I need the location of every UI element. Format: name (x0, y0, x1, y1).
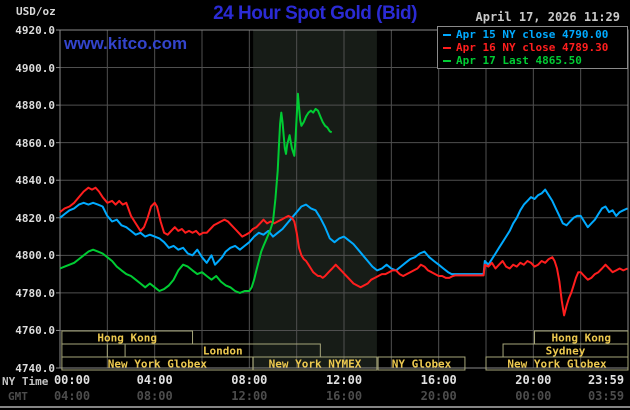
x-axis-label-gmt: 04:00 (53, 389, 91, 403)
gmt-axis-label: GMT (8, 390, 28, 403)
x-axis-label-ny: 23:59 (587, 373, 625, 387)
session-label: New York Globex (507, 358, 607, 371)
legend-dash-icon (443, 33, 451, 36)
ny-time-axis-label: NY Time (2, 375, 49, 388)
legend-row: Apr 15 NY close 4790.00 (443, 28, 627, 41)
x-axis-label-gmt: 00:00 (515, 389, 552, 403)
x-axis-label-gmt: 12:00 (231, 389, 268, 403)
session-box (377, 356, 466, 371)
session-box (485, 356, 629, 371)
legend: Apr 15 NY close 4790.00 Apr 16 NY close 4… (437, 26, 628, 69)
chart-title: 24 Hour Spot Gold (Bid) (213, 3, 417, 24)
session-label: New York Globex (108, 358, 208, 371)
nymex-session-highlight-band (253, 30, 377, 368)
x-axis-label-gmt: 08:00 (136, 389, 173, 403)
chart-datetime: April 17, 2026 11:29 (475, 10, 621, 24)
session-box (252, 356, 378, 371)
y-axis-label: 4860.0 (15, 136, 55, 150)
session-label: NY Globex (392, 358, 452, 371)
price-line-apr15 (59, 188, 628, 276)
legend-dash-icon (443, 59, 451, 62)
x-axis-label-gmt: 16:00 (325, 389, 363, 403)
session-label: Hong Kong (551, 332, 611, 345)
y-axis-label: 4800.0 (15, 249, 55, 263)
y-axis-label: 4880.0 (15, 99, 55, 113)
y-axis-label: 4920.0 (15, 24, 55, 37)
legend-text: Apr 17 Last 4865.50 (456, 54, 582, 67)
legend-dash-icon (443, 46, 451, 49)
y-axis-label: 4760.0 (15, 324, 55, 338)
legend-text: Apr 16 NY close 4789.30 (456, 41, 609, 54)
legend-row: Apr 16 NY close 4789.30 (443, 41, 627, 54)
x-axis-label-ny: 00:00 (53, 373, 91, 387)
session-label: Hong Kong (97, 332, 157, 345)
x-axis-label-ny: 04:00 (136, 373, 173, 387)
y-axis-label: 4820.0 (15, 211, 55, 225)
price-line-apr16 (59, 186, 628, 317)
session-label: New York NYMEX (269, 358, 362, 371)
bottom-border-strip (0, 406, 630, 408)
y-axis-unit-label: USD/oz (16, 5, 56, 18)
y-axis-label: 4840.0 (15, 174, 55, 188)
session-box (61, 343, 108, 358)
session-label: Sydney (546, 345, 586, 358)
y-axis-label: 4740.0 (15, 362, 55, 375)
x-axis-label-gmt: 03:59 (587, 389, 625, 403)
y-axis-label: 4900.0 (15, 61, 55, 75)
x-axis-label-ny: 12:00 (325, 373, 363, 387)
x-axis-label-gmt: 20:00 (420, 389, 457, 403)
x-axis-label-ny: 20:00 (515, 373, 552, 387)
x-axis-label-ny: 08:00 (231, 373, 268, 387)
price-line-apr17 (59, 92, 333, 294)
kitco-watermark: www.kitco.com (64, 34, 188, 53)
legend-text: Apr 15 NY close 4790.00 (456, 28, 609, 41)
x-axis-label-ny: 16:00 (420, 373, 457, 387)
plot-border (59, 29, 629, 369)
session-label: London (203, 345, 243, 358)
legend-row: Apr 17 Last 4865.50 (443, 54, 627, 67)
y-axis-label: 4780.0 (15, 286, 55, 300)
